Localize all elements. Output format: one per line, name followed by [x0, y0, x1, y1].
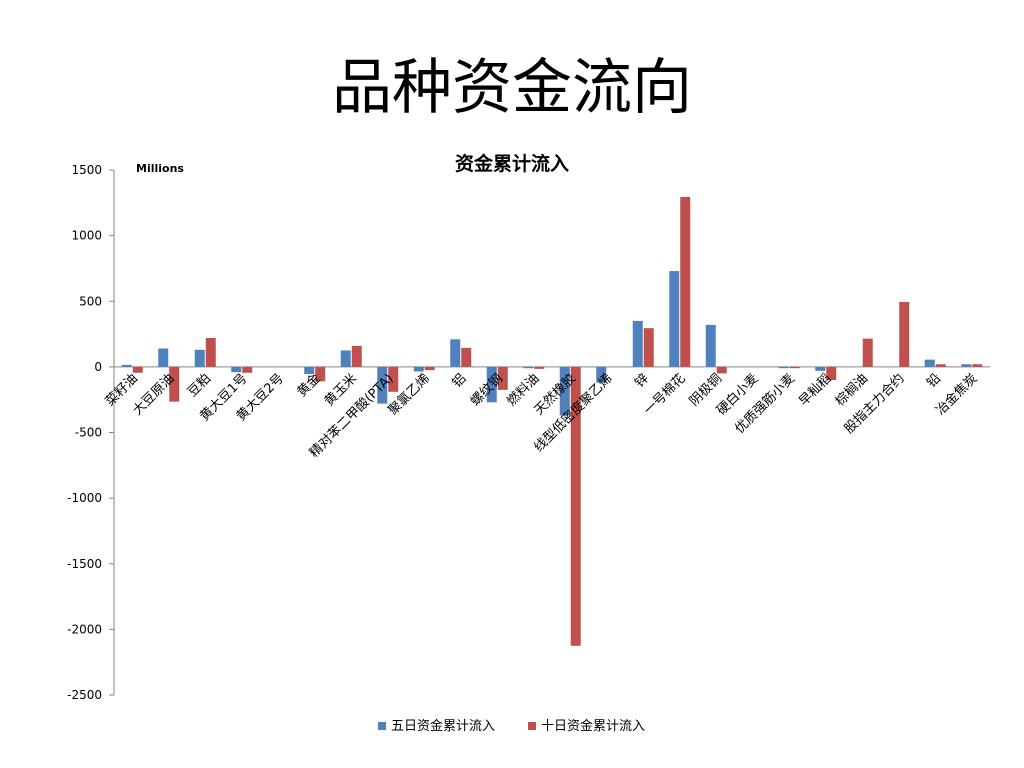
bar [559, 366, 570, 416]
chart-title: 资金累计流入 [455, 152, 569, 175]
bar [351, 345, 362, 367]
y-tick-label: -2000 [67, 622, 102, 636]
y-axis: 1500 1000 500 0 -500 -1000 -1500 -2000 -2500 [67, 163, 990, 702]
bar [972, 364, 983, 367]
legend-label: 十日资金累计流入 [541, 718, 645, 734]
category-label: 铝 [450, 371, 470, 391]
bar [377, 366, 388, 404]
bar [205, 338, 216, 367]
bar [413, 366, 424, 372]
bar [632, 320, 643, 367]
legend: 五日资金累计流入 十日资金累计流入 [378, 718, 645, 734]
bar [461, 347, 472, 367]
bar [596, 366, 607, 383]
y-tick-label: 1000 [71, 229, 102, 243]
bar [231, 366, 242, 373]
bar [242, 366, 253, 373]
bar [935, 364, 946, 367]
legend-swatch [528, 722, 536, 730]
y-tick-label: -500 [75, 426, 102, 440]
y-tick-label: 500 [79, 294, 102, 308]
y-tick-label: 0 [94, 360, 102, 374]
bar [669, 271, 680, 367]
y-tick-label: -1000 [67, 491, 102, 505]
bar [497, 366, 508, 390]
bar [862, 338, 873, 367]
bar [132, 366, 143, 373]
bar [899, 301, 910, 367]
bar [961, 364, 972, 367]
bar [158, 348, 169, 367]
unit-label: Millions [136, 162, 184, 175]
bar [388, 366, 399, 392]
y-tick-label: -1500 [67, 557, 102, 571]
y-tick-label: 1500 [71, 163, 102, 177]
legend-swatch [378, 722, 386, 730]
legend-label: 五日资金累计流入 [391, 718, 495, 734]
bar [169, 366, 180, 402]
bars [121, 196, 983, 646]
bar [680, 196, 691, 367]
bar [304, 366, 315, 375]
bar [315, 366, 326, 382]
bar [924, 359, 935, 367]
bar [778, 366, 789, 369]
bar [789, 366, 800, 369]
y-tick-label: -2500 [67, 688, 102, 702]
bar [716, 366, 727, 374]
x-axis-labels: 菜籽油大豆原油 豆粕黄大豆1号黄大豆2号 黄金黄玉米精对苯二甲酸(PTA)聚氯乙烯铝… [103, 370, 981, 460]
bar [523, 366, 534, 369]
bar [815, 366, 826, 371]
bar [340, 350, 351, 367]
category-label: 锌 [632, 371, 652, 391]
bar [534, 366, 545, 369]
slide-title: 品种资金流向 [332, 53, 692, 123]
bar [450, 339, 461, 367]
bar [194, 349, 205, 367]
category-label: 早籼稻 [796, 371, 834, 409]
category-label: 豆粕 [185, 371, 214, 400]
bar [486, 366, 497, 403]
category-label: 铅 [924, 371, 944, 391]
bar [570, 366, 581, 646]
bar [705, 324, 716, 367]
bar [424, 366, 435, 371]
bar [643, 328, 654, 367]
bar [121, 364, 132, 367]
bar [826, 366, 837, 380]
